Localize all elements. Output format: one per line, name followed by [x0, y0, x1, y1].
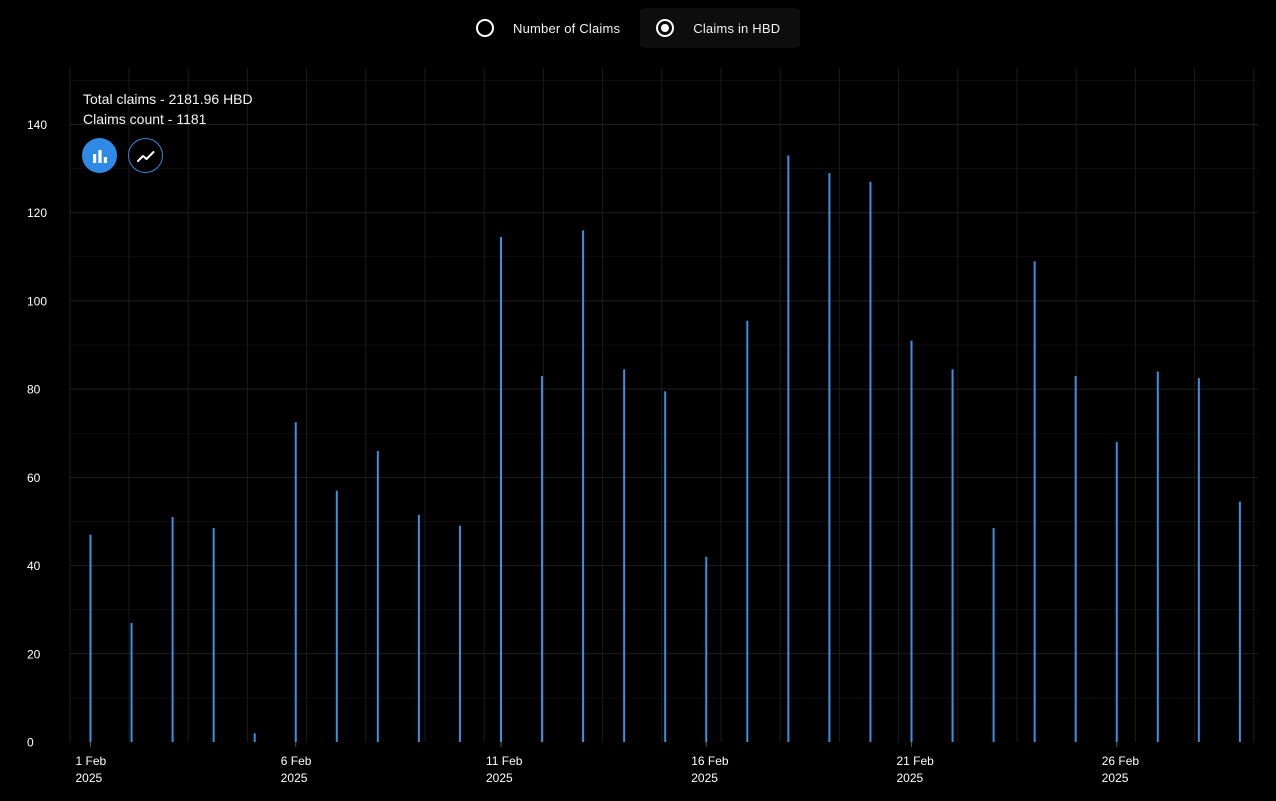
- x-tick-label-year: 2025: [76, 771, 103, 785]
- bar-2025-02-17[interactable]: [746, 320, 749, 742]
- radio-claims-in-hbd[interactable]: Claims in HBD: [640, 8, 801, 48]
- x-tick-label-year: 2025: [486, 771, 513, 785]
- y-tick-label: 40: [27, 559, 41, 573]
- bar-2025-02-12[interactable]: [541, 375, 544, 742]
- x-tick-label-day: 11 Feb: [486, 754, 523, 768]
- y-tick-label: 0: [27, 736, 34, 750]
- radio-unselected-icon: [476, 19, 494, 37]
- bar-2025-02-11[interactable]: [500, 236, 502, 743]
- bar-2025-02-25[interactable]: [1074, 375, 1077, 742]
- x-tick-label-day: 1 Feb: [76, 754, 107, 768]
- bar-2025-02-22[interactable]: [951, 369, 954, 742]
- bar-2025-02-21[interactable]: [910, 340, 913, 742]
- x-tick-label-day: 6 Feb: [281, 754, 312, 768]
- bar-2025-02-24[interactable]: [1033, 261, 1036, 742]
- bar-chart-icon: [92, 149, 107, 163]
- total-claims-text: Total claims - 2181.96 HBD: [83, 91, 253, 107]
- bar-2025-02-18[interactable]: [787, 155, 790, 742]
- bar-2025-02-10[interactable]: [458, 525, 461, 742]
- chart-bars: [89, 155, 1241, 743]
- bar-2025-02-14[interactable]: [623, 369, 626, 742]
- bar-2025-02-23[interactable]: [992, 528, 995, 742]
- claims-count-text: Claims count - 1181: [83, 111, 207, 127]
- bar-2025-02-09[interactable]: [417, 514, 420, 742]
- x-tick-label-year: 2025: [691, 771, 718, 785]
- y-axis: 0 20 40 60 80 100 120 140: [27, 118, 47, 750]
- x-tick-label-day: 26 Feb: [1102, 754, 1140, 768]
- chart-grid: [69, 68, 1258, 742]
- x-tick-label-day: 16 Feb: [691, 754, 729, 768]
- bar-2025-02-06[interactable]: [294, 422, 297, 742]
- bar-2025-02-28[interactable]: [1197, 378, 1200, 742]
- y-tick-label: 140: [27, 118, 47, 132]
- line-chart-button[interactable]: [128, 138, 163, 173]
- radio-label-number-of-claims: Number of Claims: [513, 20, 621, 36]
- bar-2025-02-15[interactable]: [664, 391, 667, 742]
- x-axis: 1 Feb 2025 6 Feb 2025 11 Feb 2025 16 Feb 2025 21…: [76, 742, 1140, 785]
- bar-2025-02-26[interactable]: [1115, 442, 1118, 742]
- metric-toggle: Number of Claims Claims in HBD: [460, 8, 801, 48]
- bar-2025-02-07[interactable]: [335, 490, 338, 742]
- chart-summary: Total claims - 2181.96 HBD Claims count …: [83, 89, 253, 129]
- x-tick-label-year: 2025: [281, 771, 308, 785]
- y-tick-label: 20: [27, 647, 41, 661]
- line-chart-icon: [136, 150, 154, 162]
- bar-2025-02-04[interactable]: [212, 528, 215, 742]
- radio-selected-icon: [656, 19, 675, 37]
- bar-2025-02-20[interactable]: [869, 181, 872, 742]
- bar-2025-02-01[interactable]: [89, 534, 92, 742]
- bar-2025-02-19[interactable]: [828, 173, 831, 743]
- chart-type-switcher: [82, 138, 174, 173]
- radio-label-claims-in-hbd: Claims in HBD: [693, 20, 781, 36]
- bar-2025-03-01[interactable]: [1238, 501, 1241, 742]
- bar-2025-02-08[interactable]: [376, 450, 379, 742]
- bar-2025-02-03[interactable]: [171, 517, 174, 742]
- y-tick-label: 100: [27, 294, 47, 308]
- bar-chart-button[interactable]: [82, 138, 117, 173]
- radio-number-of-claims[interactable]: Number of Claims: [460, 8, 640, 48]
- x-tick-label-day: 21 Feb: [897, 754, 935, 768]
- bar-2025-02-02[interactable]: [130, 622, 133, 742]
- x-tick-label-year: 2025: [897, 771, 924, 785]
- bar-2025-02-16[interactable]: [705, 556, 708, 742]
- bar-2025-02-27[interactable]: [1156, 371, 1159, 743]
- y-tick-label: 120: [27, 206, 47, 220]
- y-tick-label: 60: [27, 471, 41, 485]
- bar-2025-02-13[interactable]: [582, 230, 585, 742]
- x-tick-label-year: 2025: [1102, 771, 1129, 785]
- bar-2025-02-05[interactable]: [253, 733, 256, 742]
- y-tick-label: 80: [27, 383, 41, 397]
